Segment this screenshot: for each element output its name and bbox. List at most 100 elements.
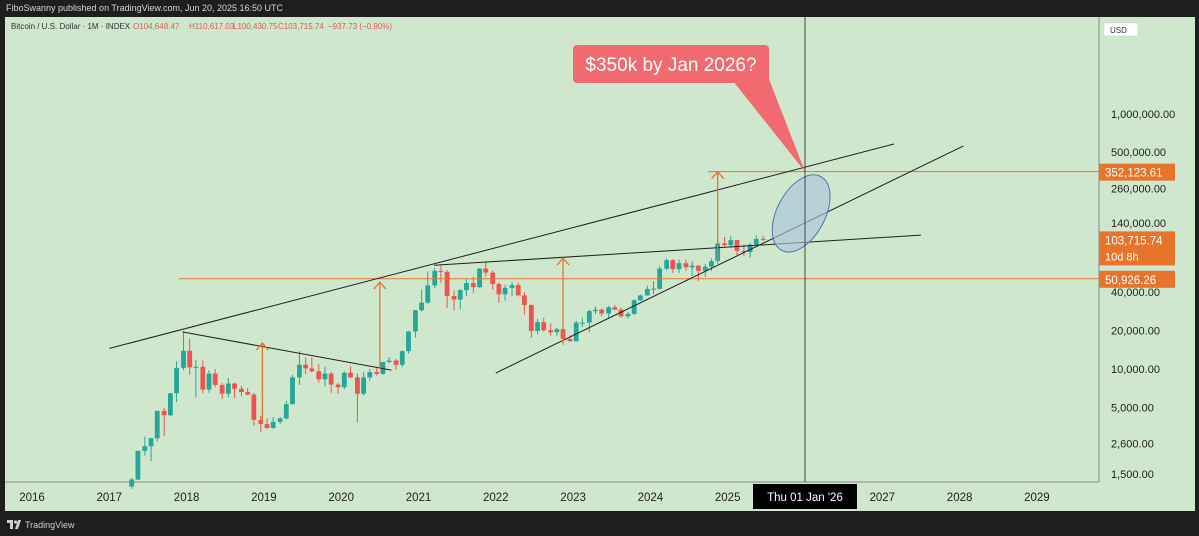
candle-body [328,373,334,385]
symbol-legend: Bitcoin / U.S. Dollar · 1M · INDEX O104,… [11,22,392,31]
candle-body [419,302,424,311]
candle-body [374,372,380,374]
candle-body [303,364,309,369]
candle-body [599,309,605,314]
candle-body [335,384,341,388]
candle-body [457,290,463,300]
time-tick-label: 2021 [406,492,432,504]
candle-body [606,307,612,314]
time-axis-background [5,482,1099,511]
candle-body [181,350,186,368]
candle-body [206,373,212,390]
candle-body [689,265,695,268]
candle-body [631,300,637,314]
time-cursor-badge [753,484,857,509]
price-tick-label: 2,600.00 [1111,439,1154,451]
axis-corner [1099,482,1195,511]
price-axis-ticks: 1,000,000.00 500,000.00 260,000.00 140,000.… [1111,109,1175,481]
chart-container[interactable]: Bitcoin / U.S. Dollar · 1M · INDEX O104,… [5,17,1195,511]
candle-body [579,322,585,324]
footer-bar: TradingView [0,512,1199,536]
candle-body [200,366,206,390]
candle-body [380,361,386,374]
currency-badge [1103,22,1139,37]
candle-body [709,261,714,267]
time-cursor-label: Thu 01 Jan '26 [767,492,843,504]
candle-body [651,288,656,290]
time-tick-label: 2027 [870,492,896,504]
time-tick-label: 2019 [251,492,277,504]
price-label-box [1099,270,1175,288]
price-label-text: 352,123.61 [1105,168,1163,180]
candle-body [399,351,405,365]
ohlc-low: L100,430.75 [233,22,278,31]
candle-body [760,238,766,240]
candle-body [309,368,315,372]
price-tick-label: 10,000.00 [1111,364,1160,376]
candle-body [586,311,592,323]
time-tick-label: 2029 [1024,492,1050,504]
price-labels: 352,123.61 103,715.74 10d 8h 50,926.26 [1099,163,1175,288]
candle-body [637,295,643,301]
candle-body [193,366,199,368]
candle-body [167,393,173,416]
candle-body [290,377,295,405]
candle-body [432,270,438,286]
candle-body [297,364,302,378]
footer-brand: TradingView [25,520,75,530]
candle-body [535,322,540,331]
arrow-head [373,281,387,290]
candle-body [245,392,251,395]
candle-body [135,450,141,480]
price-chart[interactable]: Bitcoin / U.S. Dollar · 1M · INDEX O104,… [5,17,1195,511]
price-tick-label: 1,000,000.00 [1111,109,1175,121]
candle-body [425,285,431,303]
time-tick-label: 2017 [97,492,123,504]
candle-body [232,383,237,389]
candle-body [741,250,747,253]
candle-body [264,424,270,428]
candle-body [496,284,502,295]
candle-body [747,244,753,253]
candle-body [509,285,515,288]
candle-body [753,238,759,245]
candle-body [470,283,476,288]
trendline [109,143,895,349]
candle-body [129,479,135,487]
candle-body [438,270,444,272]
candle-body [148,438,154,447]
arrow-head [556,257,570,266]
price-tick-label: 5,000.00 [1111,402,1154,414]
currency-label: USD [1110,26,1127,35]
candle-body [239,388,244,393]
candle-body [154,410,160,439]
trendline [495,145,964,374]
candle-body [625,313,631,317]
price-label-box [1099,231,1175,266]
price-label-box [1099,163,1175,181]
price-label-text: 103,715.74 [1105,235,1163,247]
candle-body [464,283,469,291]
time-tick-label: 2018 [174,492,200,504]
trendlines [109,143,964,374]
candle-body [212,373,218,385]
candle-body [322,373,328,380]
price-label-text: 50,926.26 [1105,275,1156,287]
candle-body [413,310,418,332]
candle-body [187,350,193,368]
candle-body [734,240,740,251]
candle-body [618,309,624,317]
ohlc-open: O104,648.47 [133,22,180,31]
candle-body [316,371,322,380]
candle-body [444,271,450,297]
trendline [433,234,921,266]
candle-body [483,268,489,273]
candle-body [386,360,392,362]
candle-body [664,260,670,269]
candle-body [612,307,618,310]
time-tick-label: 2024 [638,492,664,504]
candle-body [702,266,708,271]
candle-body [393,360,399,365]
trendline [182,331,392,371]
horizontal-lines [178,171,1099,280]
